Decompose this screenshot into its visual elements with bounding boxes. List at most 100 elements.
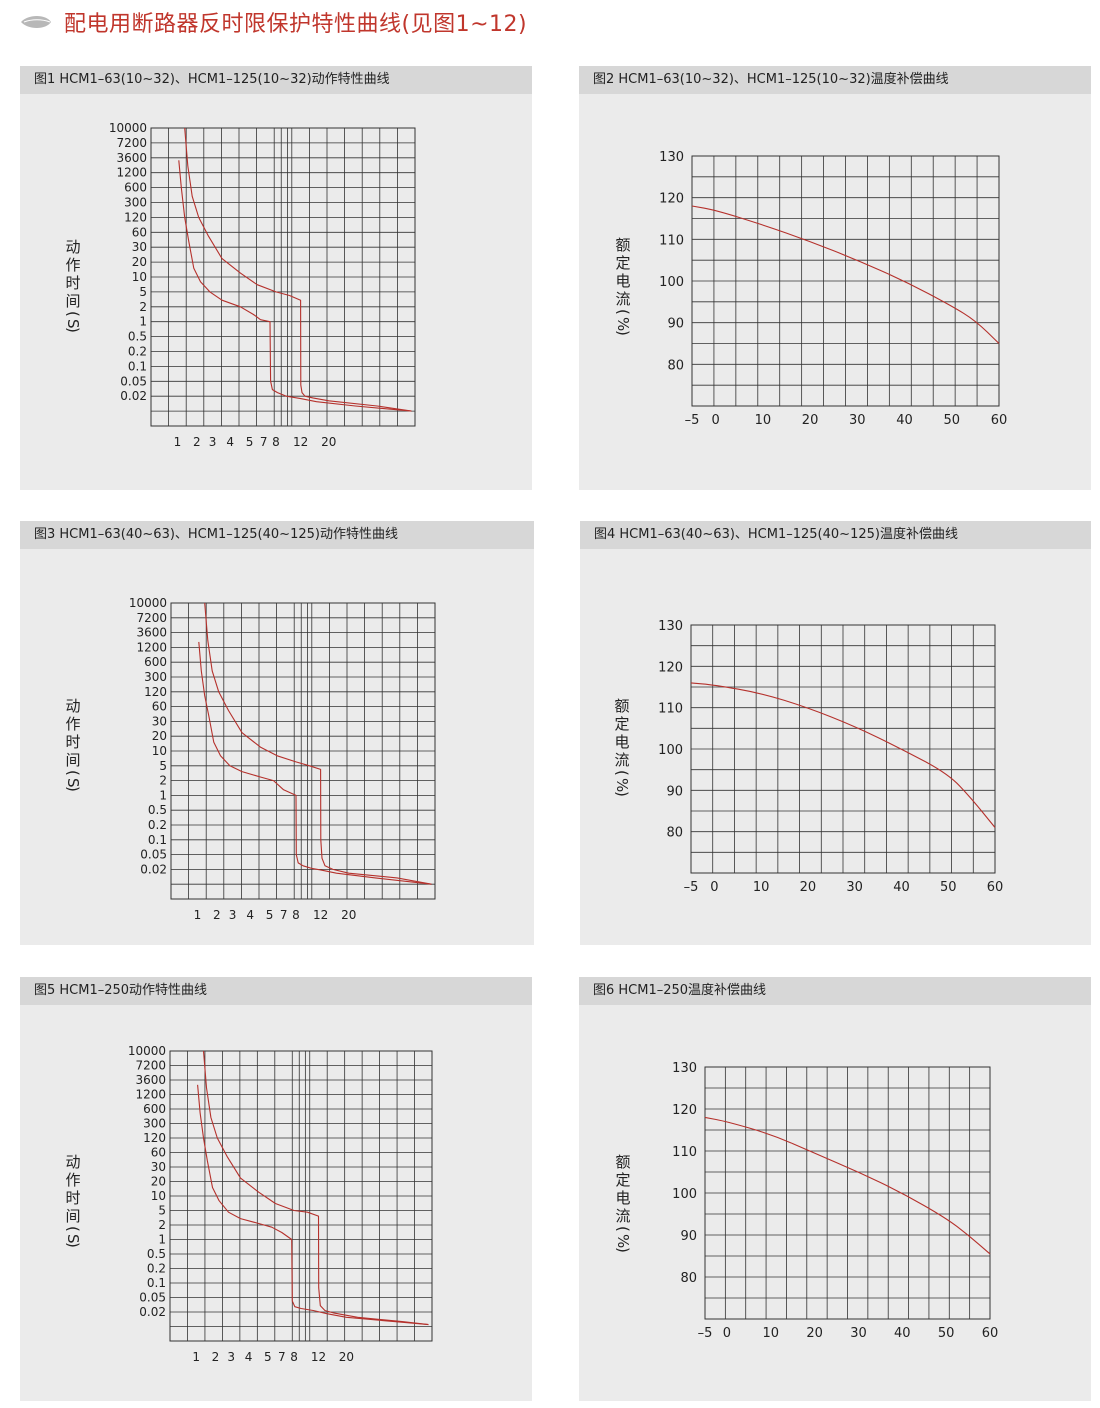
page-title: 配电用断路器反时限保护特性曲线(见图1~12) — [64, 12, 528, 37]
y-tick-label: 30 — [132, 240, 147, 254]
x-tick-label: 20 — [802, 413, 819, 428]
axis-label-char: 额 — [615, 236, 630, 254]
x-tick-label: 12 — [311, 1350, 326, 1364]
axis-label-char: 定 — [614, 715, 629, 733]
y-tick-label: 7200 — [116, 136, 147, 150]
y-tick-label: 0.02 — [120, 389, 147, 403]
x-tick-label: 5 — [264, 1350, 272, 1364]
axis-label-char: 定 — [615, 1171, 630, 1189]
y-tick-label: 600 — [144, 655, 167, 669]
axis-label-char: ) — [613, 791, 631, 797]
y-tick-label: 10 — [152, 744, 167, 758]
x-tick-label: 40 — [893, 880, 910, 895]
y-tick-label: 0.05 — [140, 848, 167, 862]
y-tick-label: 110 — [672, 1145, 697, 1160]
x-tick-label: 50 — [943, 413, 960, 428]
x-tick-label: 7 — [280, 908, 288, 922]
trip-curve-series-2 — [202, 1050, 429, 1326]
x-tick-label: 60 — [991, 413, 1008, 428]
y-tick-label: 1 — [159, 788, 167, 802]
axis-label-char: 流 — [615, 1207, 630, 1225]
y-tick-label: 60 — [132, 225, 147, 239]
y-tick-label: 600 — [143, 1102, 166, 1116]
x-tick-label: 3 — [227, 1350, 235, 1364]
y-tick-label: 1 — [158, 1233, 166, 1247]
axis-label-char: 作 — [65, 1171, 80, 1189]
y-tick-label: 2 — [159, 774, 167, 788]
trip-curve-series-2 — [204, 602, 432, 885]
x-tick-label: 0 — [711, 413, 719, 428]
axis-label-char: 间 — [65, 751, 80, 769]
axis-label-char: 动 — [65, 697, 80, 715]
y-tick-label: 10000 — [109, 121, 147, 135]
y-tick-label: 100 — [658, 743, 683, 758]
y-tick-label: 0.02 — [140, 862, 167, 876]
axis-label-char: 额 — [614, 697, 629, 715]
y-tick-label: 90 — [680, 1229, 697, 1244]
x-tick-label: 20 — [321, 435, 336, 449]
y-tick-label: 90 — [667, 317, 684, 332]
chart-title: 图5 HCM1–250动作特性曲线 — [20, 977, 532, 1005]
axis-label-char: 额 — [615, 1153, 630, 1171]
y-tick-label: 130 — [658, 619, 683, 634]
chart-panel-6: 图6 HCM1–250温度补偿曲线 80 90 100 110 120 130 –5 0 10 2… — [579, 977, 1091, 1401]
y-tick-label: 30 — [151, 1160, 166, 1174]
y-tick-label: 100 — [659, 275, 684, 290]
chart-title: 图2 HCM1–63(10~32)、HCM1–125(10~32)温度补偿曲线 — [579, 66, 1091, 94]
axis-label-char: ( — [64, 770, 82, 776]
axis-label-char: 作 — [65, 715, 80, 733]
chart-title: 图3 HCM1–63(40~63)、HCM1–125(40~125)动作特性曲线 — [20, 521, 534, 549]
y-tick-label: 80 — [666, 826, 683, 841]
axis-label-char: ) — [64, 327, 82, 333]
axis-label-char: ( — [614, 309, 632, 315]
chart-panel-4: 图4 HCM1–63(40~63)、HCM1–125(40~125)温度补偿曲线… — [580, 521, 1091, 945]
y-tick-label: 0.1 — [147, 1276, 166, 1290]
y-tick-label: 2 — [139, 300, 147, 314]
y-tick-label: 0.02 — [139, 1305, 166, 1319]
x-tick-label: 5 — [246, 435, 254, 449]
x-tick-label: 2 — [212, 1350, 220, 1364]
y-tick-label: 0.2 — [128, 345, 147, 359]
axis-label-char: 作 — [65, 256, 80, 274]
trip-curve-series-1 — [178, 160, 412, 412]
y-tick-label: 80 — [680, 1271, 697, 1286]
x-tick-label: 40 — [894, 1326, 911, 1341]
trip-curve-chart: 10000720036001200600300120603020105210.5… — [64, 596, 436, 922]
x-tick-label: 1 — [194, 908, 202, 922]
trip-curve-series-1 — [198, 641, 432, 885]
x-tick-label: 10 — [755, 413, 772, 428]
y-tick-label: 0.2 — [148, 818, 167, 832]
trip-curve-chart: 10000720036001200600300120603020105210.5… — [64, 121, 416, 449]
x-tick-label: 10 — [762, 1326, 779, 1341]
y-tick-label: 1200 — [116, 166, 147, 180]
y-tick-label: 0.5 — [128, 330, 147, 344]
y-tick-label: 0.05 — [139, 1291, 166, 1305]
y-tick-label: 1200 — [136, 640, 167, 654]
y-tick-label: 20 — [132, 255, 147, 269]
temperature-curve-series-1 — [704, 1116, 991, 1255]
x-tick-label: 12 — [313, 908, 328, 922]
y-tick-label: 7200 — [136, 611, 167, 625]
y-tick-label: 3600 — [116, 151, 147, 165]
y-tick-label: 100 — [672, 1187, 697, 1202]
y-tick-label: 0.1 — [148, 833, 167, 847]
y-tick-label: 110 — [658, 702, 683, 717]
chart-panel-2: 图2 HCM1–63(10~32)、HCM1–125(10~32)温度补偿曲线 … — [579, 66, 1091, 490]
axis-label-char: % — [613, 778, 631, 792]
axis-label-char: 定 — [615, 254, 630, 272]
axis-label-char: 电 — [615, 1189, 630, 1207]
x-tick-label: 30 — [846, 880, 863, 895]
axis-label-char: ( — [64, 1226, 82, 1232]
axis-label-char: 流 — [615, 290, 630, 308]
axis-label-char: S — [64, 778, 82, 788]
x-tick-label: 7 — [278, 1350, 286, 1364]
y-tick-label: 10000 — [129, 596, 167, 610]
y-tick-label: 3600 — [136, 626, 167, 640]
temperature-curve-series-1 — [690, 682, 996, 828]
y-tick-label: 5 — [158, 1204, 166, 1218]
x-tick-label: 0 — [723, 1326, 731, 1341]
y-tick-label: 120 — [672, 1103, 697, 1118]
